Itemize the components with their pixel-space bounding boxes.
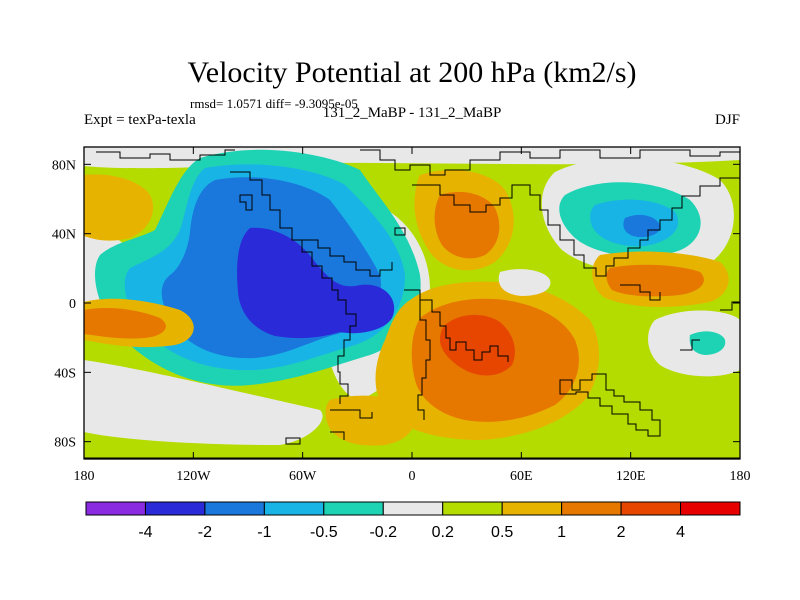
colorbar-label: 0.5 (491, 524, 513, 541)
field-americas-low-center (237, 227, 395, 339)
colorbar-label: -1 (257, 524, 271, 541)
colorbar-swatch (204, 501, 265, 516)
field-mid-atlantic-neutral (498, 269, 551, 296)
field-north-africa-high-inner (434, 191, 500, 259)
y-axis: 80N 40N 0 40S 80S (52, 158, 740, 451)
x-tick-label: 120W (176, 469, 211, 484)
colorbar-label: 4 (676, 524, 685, 541)
colorbar-swatch (680, 501, 741, 516)
field-south-indian-low (689, 331, 726, 355)
y-tick-label: 40S (54, 366, 76, 381)
x-tick-label: 180 (730, 469, 751, 484)
colorbar-label: -4 (138, 524, 152, 541)
field-west-pacific-high-inner (606, 264, 704, 297)
case-label: 131_2_MaBP - 131_2_MaBP (323, 105, 502, 121)
field-east-pacific-band (84, 360, 323, 445)
colorbar-label: 1 (557, 524, 566, 541)
colorbar-swatch (501, 501, 563, 516)
colorbar-swatch (85, 501, 146, 516)
y-tick-label: 80S (54, 436, 76, 451)
colorbar-label: -0.5 (310, 524, 338, 541)
season-label: DJF (715, 112, 740, 128)
x-tick-label: 180 (74, 469, 95, 484)
colorbar-swatch (561, 501, 622, 516)
colorbar-label: -2 (198, 524, 212, 541)
colorbar-label: 0.2 (432, 524, 454, 541)
field-africa-asia-high-core (440, 314, 515, 376)
x-tick-label: 120E (616, 469, 646, 484)
y-tick-label: 0 (69, 297, 76, 312)
x-axis: 180 120W 60W 0 60E 120E 180 (74, 147, 751, 484)
colorbar-swatch (442, 501, 503, 516)
y-tick-label: 80N (52, 158, 76, 173)
x-tick-label: 0 (409, 469, 416, 484)
colorbar: -4 -2 -1 -0.5 -0.2 0.2 0.5 1 2 4 (85, 501, 741, 541)
colorbar-label: -0.2 (369, 524, 397, 541)
chart-title: Velocity Potential at 200 hPa (km2/s) (187, 56, 636, 89)
colorbar-swatch (144, 501, 206, 516)
stats-label: rmsd= 1.0571 diff= -9.3095e-05 (190, 96, 358, 111)
colorbar-swatch (263, 501, 325, 516)
field-central-pacific-high-inner (84, 307, 166, 339)
field-nw-pacific-low-core (623, 214, 661, 238)
experiment-label: Expt = texPa-texla (84, 112, 196, 128)
field-north-pacific-high (84, 174, 154, 241)
colorbar-swatch (323, 501, 384, 516)
x-tick-label: 60W (289, 469, 317, 484)
field-south-atlantic-high (325, 395, 414, 446)
colorbar-swatch (620, 501, 682, 516)
y-tick-label: 40N (52, 228, 76, 243)
colorbar-swatch (382, 501, 444, 516)
colorbar-label: 2 (617, 524, 626, 541)
x-tick-label: 60E (510, 469, 533, 484)
